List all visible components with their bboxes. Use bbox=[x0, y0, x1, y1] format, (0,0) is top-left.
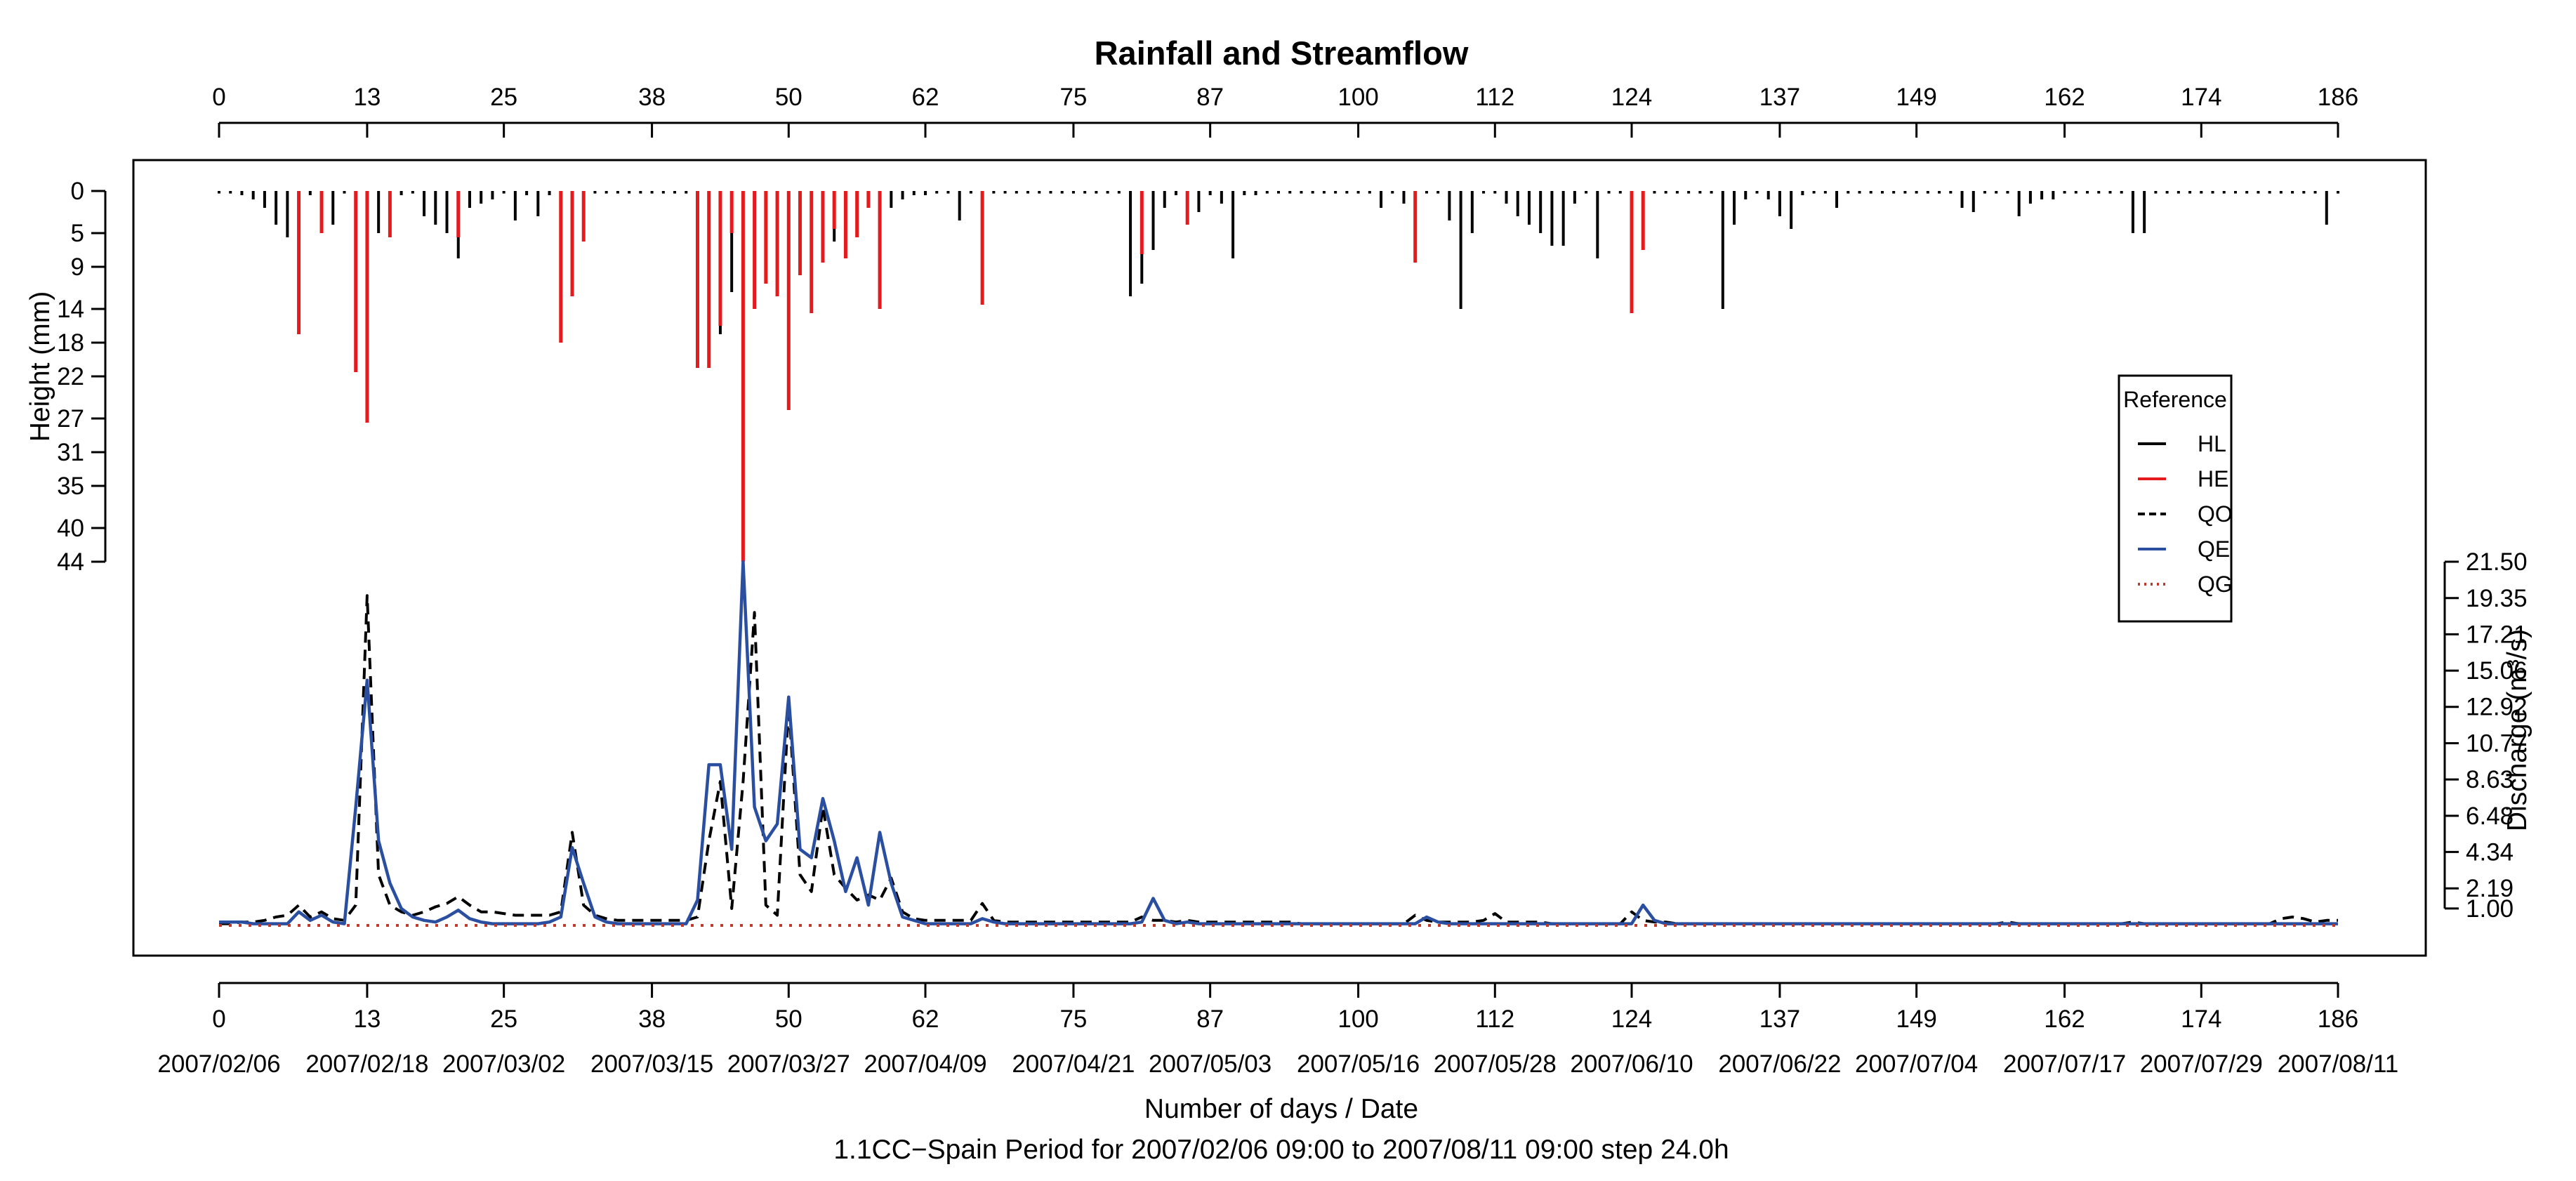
bottom-tick-label: 62 bbox=[912, 1005, 939, 1033]
date-tick-label: 2007/07/29 bbox=[2140, 1050, 2263, 1078]
top-tick-label: 162 bbox=[2044, 84, 2085, 111]
rain-tick-label: 0 bbox=[71, 178, 84, 205]
discharge-axis-label: Discharge (m³/s) bbox=[2502, 629, 2532, 831]
discharge-tick-label: 12.92 bbox=[2466, 694, 2528, 721]
chart-caption: 1.1CC−Spain Period for 2007/02/06 09:00 … bbox=[833, 1135, 1729, 1165]
date-tick-label: 2007/02/18 bbox=[305, 1050, 428, 1078]
bottom-tick-label: 0 bbox=[212, 1005, 225, 1033]
discharge-tick-label: 6.48 bbox=[2466, 803, 2514, 830]
date-tick-label: 2007/03/27 bbox=[727, 1050, 850, 1078]
discharge-tick-label: 2.19 bbox=[2466, 875, 2514, 902]
discharge-lines bbox=[219, 560, 2338, 927]
bottom-tick-label: 87 bbox=[1196, 1005, 1224, 1033]
discharge-tick-label: 10.77 bbox=[2466, 730, 2528, 758]
top-tick-label: 38 bbox=[638, 84, 666, 111]
legend-label-QO: QO bbox=[2198, 501, 2233, 527]
rain-tick-label: 31 bbox=[57, 439, 84, 466]
legend: Reference HL HE QO QE QG bbox=[2118, 374, 2233, 623]
bottom-x-axis: 0 2007/02/06 13 2007/02/18 25 2007/03/02 38 200… bbox=[157, 982, 2399, 1078]
date-tick-label: 2007/05/16 bbox=[1297, 1050, 1420, 1078]
date-tick-label: 2007/02/06 bbox=[157, 1050, 280, 1078]
series-line-QE bbox=[219, 560, 2338, 925]
legend-label-QG: QG bbox=[2198, 572, 2233, 597]
bottom-tick-label: 112 bbox=[1475, 1005, 1514, 1033]
bottom-tick-label: 149 bbox=[1896, 1005, 1936, 1033]
rain-axis-label: Height (mm) bbox=[25, 291, 55, 442]
top-tick-label: 186 bbox=[2318, 84, 2358, 111]
top-tick-label: 0 bbox=[212, 84, 225, 111]
rain-tick-label: 18 bbox=[57, 329, 84, 357]
discharge-tick-label: 4.34 bbox=[2466, 838, 2514, 866]
date-tick-label: 2007/05/28 bbox=[1434, 1050, 1557, 1078]
discharge-tick-label: 21.50 bbox=[2466, 548, 2528, 576]
plot-frame bbox=[132, 159, 2427, 957]
bottom-tick-label: 186 bbox=[2318, 1005, 2358, 1033]
discharge-tick-label: 15.06 bbox=[2466, 657, 2528, 685]
legend-label-HL: HL bbox=[2198, 431, 2226, 456]
x-axis-label: Number of days / Date bbox=[1144, 1094, 1418, 1124]
rain-tick-label: 5 bbox=[71, 220, 84, 247]
bottom-tick-label: 25 bbox=[490, 1005, 517, 1033]
date-tick-label: 2007/04/21 bbox=[1012, 1050, 1135, 1078]
bottom-tick-label: 75 bbox=[1059, 1005, 1087, 1033]
rain-tick-label: 27 bbox=[57, 405, 84, 433]
top-tick-label: 62 bbox=[912, 84, 939, 111]
top-tick-label: 75 bbox=[1059, 84, 1087, 111]
date-tick-label: 2007/03/02 bbox=[442, 1050, 565, 1078]
date-tick-label: 2007/06/22 bbox=[1718, 1050, 1841, 1078]
top-tick-label: 50 bbox=[775, 84, 802, 111]
chart-title: Rainfall and Streamflow bbox=[1095, 34, 1469, 72]
discharge-axis: 1.002.19 4.34 6.48 8.63 10.77 12.92 15.06 17.21… bbox=[2443, 548, 2528, 923]
bottom-tick-label: 124 bbox=[1611, 1005, 1652, 1033]
legend-label-QE: QE bbox=[2198, 536, 2230, 562]
date-tick-label: 2007/05/03 bbox=[1149, 1050, 1272, 1078]
bottom-tick-label: 174 bbox=[2181, 1005, 2221, 1033]
bottom-tick-label: 50 bbox=[775, 1005, 802, 1033]
legend-box bbox=[2118, 374, 2233, 623]
top-tick-label: 124 bbox=[1611, 84, 1652, 111]
rain-height-axis: 0 5 9 14 18 22 27 31 35 40 44 bbox=[57, 178, 107, 576]
top-tick-label: 100 bbox=[1337, 84, 1378, 111]
discharge-tick-label: 19.35 bbox=[2466, 585, 2528, 612]
bottom-tick-label: 100 bbox=[1337, 1005, 1378, 1033]
rain-tick-label: 14 bbox=[57, 296, 84, 323]
discharge-tick-label: 8.63 bbox=[2466, 766, 2514, 793]
top-tick-label: 137 bbox=[1759, 84, 1800, 111]
top-tick-label: 87 bbox=[1196, 84, 1224, 111]
top-x-axis: 0 13 25 38 50 62 75 87 100 112 124 137 149 162 174 186 bbox=[212, 84, 2358, 138]
rain-tick-label: 9 bbox=[71, 253, 84, 281]
date-tick-label: 2007/08/11 bbox=[2278, 1050, 2399, 1078]
discharge-tick-label: 17.21 bbox=[2466, 621, 2528, 648]
top-tick-label: 13 bbox=[353, 84, 381, 111]
top-tick-label: 25 bbox=[490, 84, 517, 111]
discharge-tick-label: 1.00 bbox=[2466, 895, 2514, 923]
rain-tick-label: 40 bbox=[57, 515, 84, 542]
rain-bars bbox=[218, 191, 2339, 562]
date-tick-label: 2007/04/09 bbox=[864, 1050, 986, 1078]
date-tick-label: 2007/07/04 bbox=[1855, 1050, 1978, 1078]
top-tick-label: 149 bbox=[1896, 84, 1936, 111]
bottom-tick-label: 13 bbox=[353, 1005, 381, 1033]
rain-tick-label: 22 bbox=[57, 363, 84, 390]
legend-label-HE: HE bbox=[2198, 466, 2228, 491]
top-tick-label: 112 bbox=[1475, 84, 1514, 111]
bottom-tick-label: 162 bbox=[2044, 1005, 2085, 1033]
date-tick-label: 2007/03/15 bbox=[590, 1050, 713, 1078]
bottom-tick-label: 38 bbox=[638, 1005, 666, 1033]
rain-tick-label: 35 bbox=[57, 473, 84, 500]
date-tick-label: 2007/07/17 bbox=[2003, 1050, 2126, 1078]
bottom-tick-label: 137 bbox=[1759, 1005, 1800, 1033]
series-line-QO bbox=[219, 594, 2338, 925]
date-tick-label: 2007/06/10 bbox=[1570, 1050, 1693, 1078]
legend-title: Reference bbox=[2123, 387, 2227, 412]
rain-tick-label: 44 bbox=[57, 548, 84, 576]
top-tick-label: 174 bbox=[2181, 84, 2221, 111]
